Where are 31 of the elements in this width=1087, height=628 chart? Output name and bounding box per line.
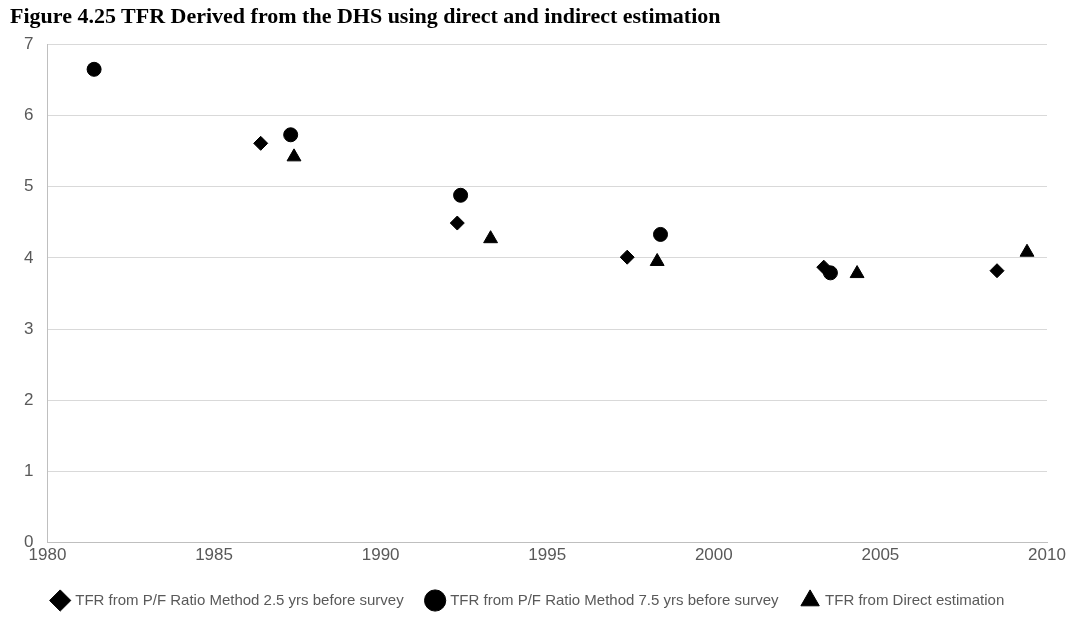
- point: [453, 187, 469, 203]
- x-tick-label: 1990: [361, 545, 400, 565]
- point: [816, 259, 832, 275]
- x-tick-label: 2010: [1028, 545, 1066, 565]
- point: [653, 226, 669, 242]
- legend-label: TFR from P/F Ratio Method 2.5 yrs before survey: [75, 590, 405, 608]
- x-tick-label: 2005: [861, 545, 900, 565]
- point: [449, 215, 465, 231]
- point: [86, 61, 102, 77]
- legend-label: TFR from P/F Ratio Method 7.5 yrs before survey: [450, 590, 780, 608]
- point: [989, 263, 1005, 279]
- x-tick-label: 1995: [528, 545, 567, 565]
- y-tick-label: 7: [23, 34, 34, 54]
- y-tick-label: 2: [23, 389, 34, 409]
- y-tick-label: 4: [23, 247, 34, 267]
- point: [483, 230, 499, 244]
- point: [1019, 243, 1035, 257]
- point: [283, 127, 299, 143]
- y-tick-label: 6: [23, 105, 34, 125]
- point: [649, 252, 665, 266]
- y-tick-label: 3: [23, 318, 34, 338]
- y-tick-label: 5: [23, 176, 34, 196]
- point: [849, 265, 865, 279]
- x-tick-label: 2000: [694, 545, 733, 565]
- point: [286, 148, 302, 162]
- legend-label: TFR from Direct estimation: [825, 590, 1005, 608]
- y-tick-label: 1: [23, 461, 34, 481]
- point: [253, 135, 269, 151]
- point: [619, 249, 635, 265]
- x-tick-label: 1985: [195, 545, 233, 565]
- chart-title: Figure 4.25 TFR Derived from the DHS using direct and indirect estimation: [10, 2, 721, 28]
